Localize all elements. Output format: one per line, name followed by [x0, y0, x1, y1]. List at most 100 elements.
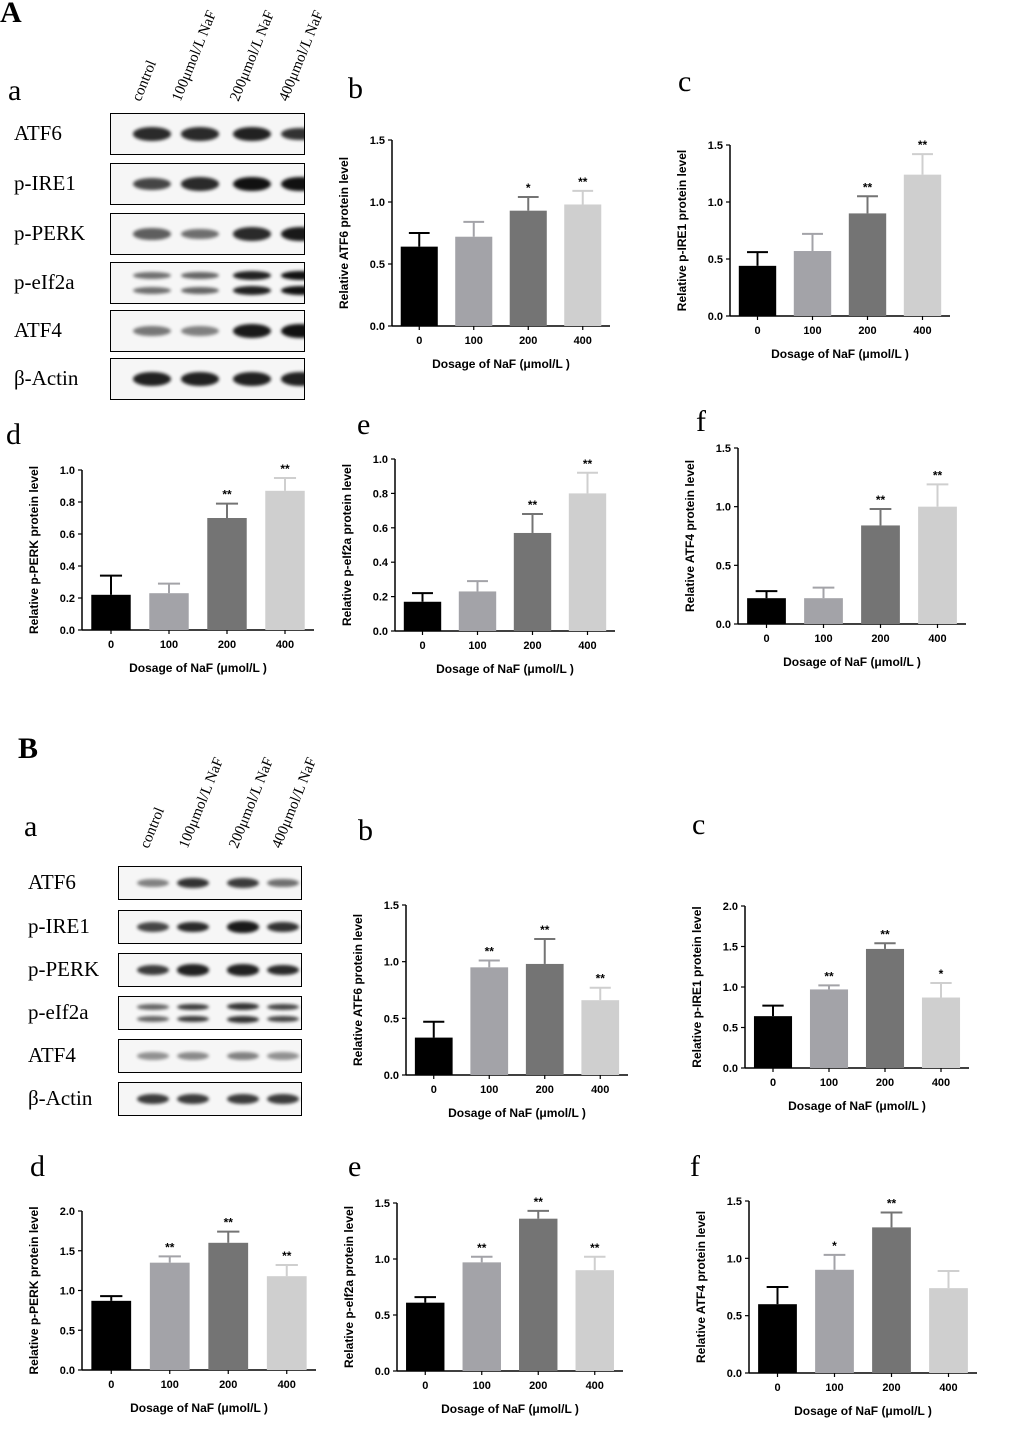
- y-tick-label: 1.5: [716, 443, 731, 455]
- significance-marker: *: [526, 181, 531, 195]
- bar-0: [91, 594, 131, 630]
- bar-100: [470, 967, 509, 1075]
- y-tick-label: 1.0: [60, 1286, 75, 1298]
- panel-letter: b: [358, 814, 373, 847]
- blot-band: [267, 1015, 299, 1023]
- x-tick-label: 400: [913, 325, 931, 337]
- bar-chart-b-c: 0.0 0.5 1.0 1.5 2.0 0 ** 100 ** 200 * 400 Dosage of …: [690, 901, 969, 1113]
- blot-band: [267, 1003, 299, 1011]
- bar-chart-b-e: 0.0 0.5 1.0 1.5 0 ** 100 ** 200 ** 400 Dosage of Na…: [342, 1195, 623, 1416]
- bar-chart-a-c: 0.0 0.5 1.0 1.5 0 100 ** 200 ** 400 Dosage of NaF …: [675, 138, 950, 361]
- significance-marker: **: [933, 468, 943, 482]
- y-axis-label: Relative p-PERK protein level: [27, 1206, 41, 1374]
- blot-band: [137, 1052, 169, 1060]
- bar-100: [458, 591, 497, 631]
- x-tick-label: 200: [218, 639, 236, 651]
- bar-400: [918, 506, 957, 624]
- y-tick-label: 0.0: [716, 619, 731, 631]
- blot-strip: [118, 910, 302, 944]
- blot-strip: [118, 866, 302, 900]
- blot-row-label: ATF6: [28, 870, 76, 894]
- x-tick-label: 0: [108, 639, 114, 651]
- lane-label: 100μmol/L NaF: [169, 8, 221, 104]
- bar-100: [815, 1269, 854, 1373]
- y-tick-label: 1.0: [723, 982, 738, 994]
- panel-letter-a-a: a: [8, 74, 22, 107]
- significance-marker: **: [578, 175, 588, 189]
- significance-marker: **: [280, 462, 290, 476]
- blot-band: [281, 176, 304, 192]
- blot-band: [267, 921, 299, 933]
- lane-label: 200μmol/L NaF: [226, 755, 278, 851]
- y-tick-label: 1.5: [727, 1196, 742, 1208]
- panel-letter: c: [678, 65, 692, 98]
- blot-band: [137, 922, 169, 932]
- x-axis-label: Dosage of NaF (μmol/L ): [441, 1402, 579, 1416]
- blot-strip: [118, 1039, 302, 1073]
- bar-200: [208, 1242, 249, 1370]
- significance-marker: **: [222, 488, 232, 502]
- bar-200: [519, 1218, 558, 1371]
- blot-band: [267, 1093, 299, 1105]
- blot-band: [177, 921, 209, 933]
- blot-band: [137, 964, 169, 976]
- section-letter-a: A: [0, 0, 22, 29]
- blot-band: [281, 227, 304, 241]
- x-tick-label: 200: [876, 1077, 894, 1089]
- blot-band: [181, 325, 219, 337]
- bar-100: [804, 598, 843, 624]
- lane-label: 400μmol/L NaF: [276, 8, 328, 104]
- bar-0: [403, 601, 442, 631]
- y-tick-label: 0.0: [723, 1063, 738, 1075]
- bar-0: [406, 1302, 445, 1371]
- blot-band: [181, 286, 219, 295]
- blot-row-label: ATF6: [14, 121, 62, 145]
- x-tick-label: 0: [416, 335, 422, 347]
- y-tick-label: 0.0: [60, 625, 75, 637]
- blot-band: [227, 964, 259, 976]
- blot-row-label: β-Actin: [28, 1086, 93, 1110]
- y-axis-label: Relative p-eIf2a protein level: [342, 1206, 356, 1368]
- bar-0: [91, 1300, 132, 1370]
- blot-strip: [110, 310, 305, 352]
- x-axis-label: Dosage of NaF (μmol/L ): [771, 347, 909, 361]
- blot-band: [233, 176, 271, 192]
- blot-row-label: ATF4: [14, 318, 62, 342]
- x-axis-label: Dosage of NaF (μmol/L ): [788, 1099, 926, 1113]
- blot-band: [181, 127, 219, 141]
- x-tick-label: 200: [858, 325, 876, 337]
- significance-marker: **: [224, 1216, 234, 1230]
- blot-band: [181, 177, 219, 191]
- blot-row-label: p-IRE1: [28, 914, 90, 938]
- significance-marker: **: [528, 498, 538, 512]
- y-tick-label: 0.5: [723, 1023, 738, 1035]
- section-letter-b: B: [18, 732, 39, 765]
- bar-200: [872, 1227, 911, 1373]
- y-axis-label: Relative ATF4 protein level: [683, 460, 697, 612]
- x-tick-label: 100: [480, 1084, 498, 1096]
- x-tick-label: 400: [276, 639, 294, 651]
- panel-letter: d: [6, 418, 21, 451]
- y-tick-label: 0.5: [708, 254, 723, 266]
- lane-label: 200μmol/L NaF: [227, 8, 279, 104]
- y-axis-label: Relative ATF4 protein level: [694, 1211, 708, 1363]
- y-axis-label: Relative p-IRE1 protein level: [675, 150, 689, 311]
- blot-band: [233, 372, 271, 386]
- bar-200: [513, 532, 552, 631]
- bar-100: [149, 593, 189, 630]
- blot-band: [227, 877, 259, 889]
- y-tick-label: 1.0: [708, 197, 723, 209]
- bar-0: [753, 1016, 793, 1068]
- blot-strip: [110, 358, 305, 400]
- x-tick-label: 0: [754, 325, 760, 337]
- y-axis-label: Relative p-IRE1 protein level: [690, 906, 704, 1067]
- y-tick-label: 0.6: [60, 529, 75, 541]
- blot-band: [133, 372, 171, 386]
- x-tick-label: 0: [770, 1077, 776, 1089]
- y-tick-label: 0.0: [384, 1070, 399, 1082]
- blot-band: [133, 325, 171, 337]
- blot-band: [227, 1051, 259, 1061]
- blot-band: [181, 372, 219, 386]
- y-tick-label: 1.5: [375, 1198, 390, 1210]
- y-axis-label: Relative ATF6 protein level: [351, 914, 365, 1066]
